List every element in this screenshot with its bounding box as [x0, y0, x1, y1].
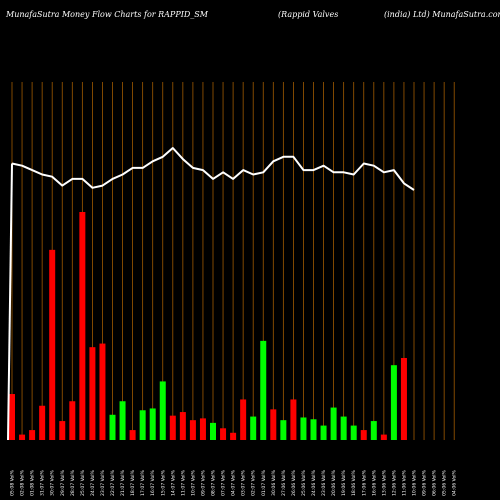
money-flow-bar — [400, 357, 407, 440]
x-tick-label: 19:06 Vol% — [341, 469, 347, 496]
price-polyline — [11, 147, 415, 191]
x-tick-label: 10:07 Vol% — [190, 469, 196, 496]
money-flow-bar — [300, 417, 307, 440]
x-tick-label: 28:07 Vol% — [70, 469, 76, 496]
x-tick-label: 05:06 Vol% — [442, 469, 448, 496]
money-flow-bar — [39, 405, 46, 440]
x-tick-label: 05:08 Vol% — [10, 469, 16, 496]
money-flow-bar — [340, 416, 347, 440]
x-tick-label: 17:07 Vol% — [140, 469, 146, 496]
x-tick-label: 13:06 Vol% — [381, 469, 387, 496]
x-tick-label: 31:07 Vol% — [40, 469, 46, 496]
x-tick-label: 25:06 Vol% — [301, 469, 307, 496]
x-tick-label: 30:07 Vol% — [50, 469, 56, 496]
x-tick-label: 01:08 Vol% — [30, 469, 36, 496]
chart-title-middle: (Rappid Valves — [278, 10, 339, 19]
x-tick-label: 18:07 Vol% — [130, 469, 136, 496]
money-flow-bar — [119, 401, 126, 440]
x-tick-label: 16:07 Vol% — [150, 469, 156, 496]
money-flow-bar — [360, 430, 367, 440]
grid-lines — [11, 82, 455, 440]
money-flow-bar — [220, 428, 227, 440]
x-tick-label: 27:06 Vol% — [281, 469, 287, 496]
price-line-start — [7, 163, 13, 441]
x-tick-label: 11:07 Vol% — [180, 469, 186, 496]
money-flow-bar — [370, 421, 377, 440]
x-tick-label: 18:06 Vol% — [351, 469, 357, 496]
money-flow-bar — [59, 421, 66, 440]
x-tick-label: 04:07 Vol% — [231, 469, 237, 496]
x-tick-label: 21:07 Vol% — [120, 469, 126, 496]
x-tick-label: 26:06 Vol% — [291, 469, 297, 496]
price-line — [7, 147, 415, 441]
money-flow-bar — [210, 422, 216, 440]
x-axis-labels: 05:08 Vol% 02:08 Vol% 01:08 Vol% 31:07 Vol%… — [10, 469, 458, 496]
x-tick-label: 12:06 Vol% — [391, 469, 397, 496]
money-flow-bar — [320, 425, 327, 440]
money-flow-bar — [99, 343, 106, 440]
money-flow-bar — [129, 430, 136, 440]
money-flow-bar — [240, 399, 247, 440]
x-tick-label: 02:08 Vol% — [20, 469, 26, 496]
money-flow-bar — [79, 212, 86, 440]
chart-title-left: MunafaSutra Money Flow Charts for RAPPID… — [6, 10, 208, 19]
money-flow-bar — [260, 340, 267, 440]
money-flow-bar — [250, 416, 257, 440]
x-tick-label: 10:06 Vol% — [412, 469, 418, 496]
x-tick-label: 04:06 Vol% — [452, 469, 458, 496]
x-tick-label: 20:06 Vol% — [331, 469, 337, 496]
money-flow-bar — [199, 418, 206, 440]
money-flow-bar — [189, 420, 196, 440]
money-flow-bar — [169, 415, 176, 440]
money-flow-bar — [9, 394, 15, 440]
x-tick-label: 15:07 Vol% — [160, 469, 166, 496]
money-flow-bar — [380, 434, 387, 440]
x-tick-label: 14:07 Vol% — [170, 469, 176, 496]
money-flow-bar — [330, 407, 337, 440]
money-flow-bar — [159, 381, 166, 440]
x-tick-label: 23:07 Vol% — [100, 469, 106, 496]
money-flow-bar — [29, 430, 36, 440]
x-tick-label: 24:07 Vol% — [90, 469, 96, 496]
money-flow-bar — [270, 409, 277, 440]
money-flow-bar — [390, 365, 397, 440]
money-flow-bar — [149, 408, 156, 440]
money-flow-bar — [139, 410, 146, 440]
x-tick-label: 03:07 Vol% — [241, 469, 247, 496]
money-flow-bar — [290, 399, 297, 440]
x-tick-label: 25:07 Vol% — [80, 469, 86, 496]
money-flow-bar — [280, 420, 287, 440]
money-flow-bar — [69, 401, 76, 440]
x-tick-label: 11:06 Vol% — [401, 469, 407, 496]
x-tick-label: 29:07 Vol% — [60, 469, 66, 496]
money-flow-bar — [310, 419, 317, 440]
x-tick-label: 16:06 Vol% — [371, 469, 377, 496]
x-tick-label: 30:06 Vol% — [271, 469, 277, 496]
x-tick-label: 06:06 Vol% — [432, 469, 438, 496]
money-flow-bar — [230, 432, 237, 440]
x-tick-label: 09:06 Vol% — [422, 469, 428, 496]
x-tick-label: 24:06 Vol% — [311, 469, 317, 496]
money-flow-bar — [89, 347, 96, 440]
money-flow-bar — [350, 425, 357, 440]
money-flow-bar — [109, 414, 116, 440]
x-tick-label: 17:06 Vol% — [361, 469, 367, 496]
x-tick-label: 07:07 Vol% — [221, 469, 227, 496]
x-tick-label: 22:07 Vol% — [110, 469, 116, 496]
x-tick-label: 23:06 Vol% — [321, 469, 327, 496]
x-tick-label: 08:07 Vol% — [211, 469, 217, 496]
chart-title-right: (india) Ltd) MunafaSutra.com — [384, 10, 500, 19]
money-flow-bar — [19, 434, 26, 440]
money-flow-bars — [9, 212, 407, 440]
x-tick-label: 02:07 Vol% — [251, 469, 257, 496]
money-flow-bar — [179, 412, 186, 440]
x-tick-label: 01:07 Vol% — [261, 469, 267, 496]
money-flow-bar — [49, 249, 56, 440]
x-tick-label: 09:07 Vol% — [200, 469, 206, 496]
